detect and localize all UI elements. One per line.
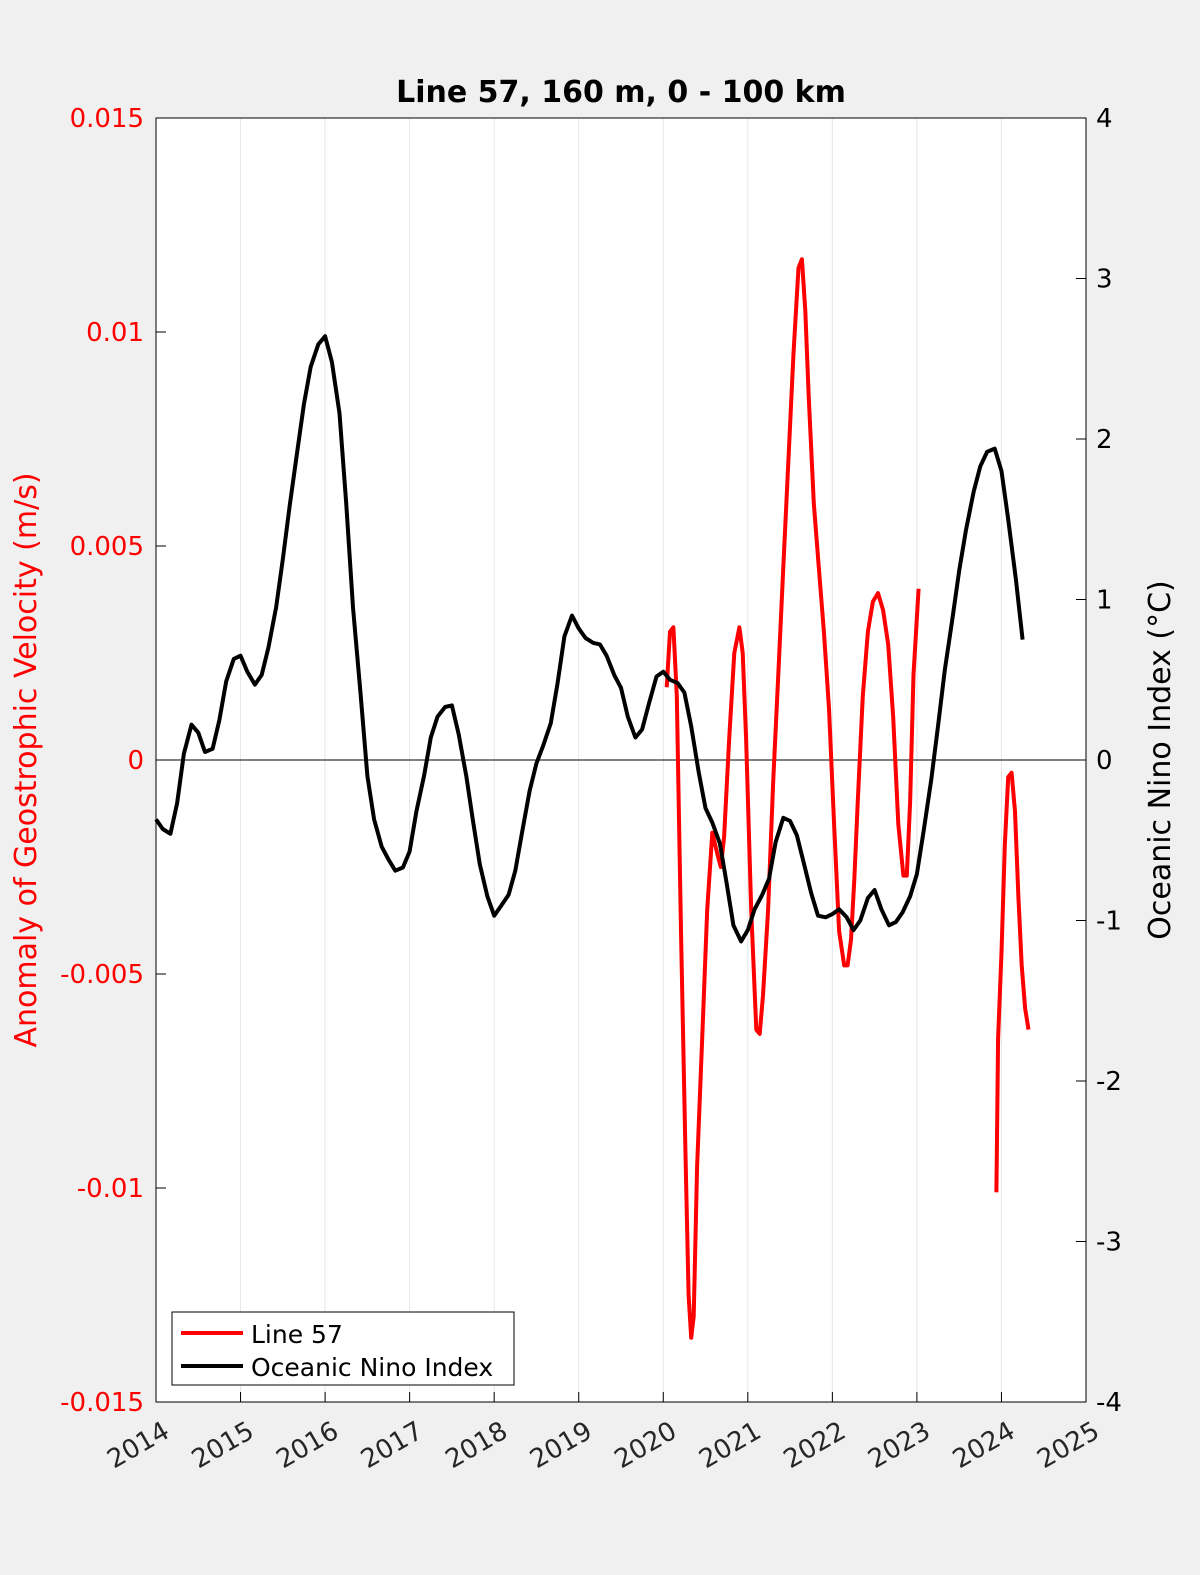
- y-axis-right-label: Oceanic Nino Index (°C): [1143, 580, 1178, 940]
- x-tick-label: 2022: [779, 1416, 851, 1475]
- legend: Line 57 Oceanic Nino Index: [171, 1311, 515, 1386]
- series-line-oceanic-nino-index: [154, 334, 1025, 944]
- y-left-tick-label: -0.01: [77, 1174, 144, 1204]
- x-tick-label: 2014: [102, 1416, 174, 1475]
- y-left-tick-label: 0: [127, 746, 144, 776]
- y-axis-right: 4 3 2 1 0 -1 -2 -3 -4: [1076, 104, 1122, 1418]
- x-tick-label: 2025: [1032, 1416, 1104, 1475]
- legend-box: [171, 1311, 515, 1386]
- y-axis-left-label: Anomaly of Geostrophic Velocity (m/s): [9, 472, 44, 1047]
- y-right-tick-label: 4: [1096, 104, 1113, 134]
- x-tick-label: 2016: [271, 1416, 343, 1475]
- x-tick-label: 2015: [187, 1416, 259, 1475]
- y-axis-left: 0.015 0.01 0.005 0 -0.005 -0.01 -0.015: [60, 104, 166, 1418]
- y-right-tick-label: -1: [1096, 907, 1122, 937]
- x-tick-label: 2024: [948, 1416, 1020, 1475]
- y-right-tick-label: 1: [1096, 586, 1113, 616]
- y-right-tick-label: -3: [1096, 1228, 1122, 1258]
- x-axis: 2014 2015 2016 2017 2018 2019 2020 2021 2022 2023…: [102, 1392, 1105, 1475]
- x-tick-label: 2021: [694, 1416, 766, 1475]
- chart-title: Line 57, 160 m, 0 - 100 km: [396, 75, 846, 110]
- series-layer: [154, 257, 1031, 1340]
- series-line-line-57: [664, 257, 921, 1340]
- y-right-tick-label: -4: [1096, 1388, 1122, 1418]
- y-right-tick-label: -2: [1096, 1067, 1122, 1097]
- y-right-tick-label: 0: [1096, 746, 1113, 776]
- y-right-tick-label: 2: [1096, 425, 1113, 455]
- y-left-tick-label: -0.015: [60, 1388, 144, 1418]
- x-tick-label: 2017: [356, 1416, 428, 1475]
- y-left-tick-label: -0.005: [60, 960, 144, 990]
- x-tick-label: 2019: [525, 1416, 597, 1475]
- legend-label-oni: Oceanic Nino Index: [251, 1353, 493, 1382]
- y-right-tick-label: 3: [1096, 265, 1113, 295]
- legend-label-line-57: Line 57: [251, 1320, 343, 1349]
- x-tick-label: 2020: [610, 1416, 682, 1475]
- y-left-tick-label: 0.015: [70, 104, 144, 134]
- x-tick-label: 2018: [441, 1416, 513, 1475]
- y-left-tick-label: 0.01: [86, 318, 144, 348]
- x-tick-label: 2023: [863, 1416, 935, 1475]
- y-left-tick-label: 0.005: [70, 532, 144, 562]
- series-line-line-57: [994, 770, 1031, 1193]
